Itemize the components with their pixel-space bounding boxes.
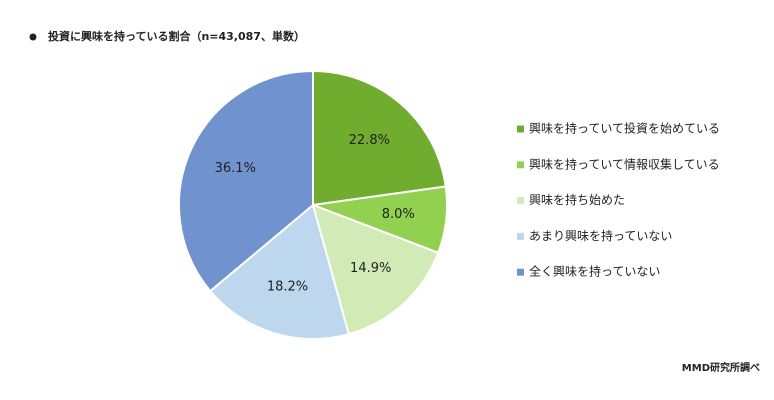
pie-slice <box>311 203 440 336</box>
pie-slice <box>178 69 314 293</box>
legend-label: 興味を持ち始めた <box>529 192 625 207</box>
legend-label: 全く興味を持っていない <box>529 264 660 279</box>
chart-title: 投資に興味を持っている割合（n=43,087、単数） <box>48 29 305 43</box>
legend-label: 興味を持っていて投資を始めている <box>529 121 720 136</box>
pie-slice <box>312 69 447 207</box>
legend-swatch <box>517 125 524 133</box>
legend-label: あまり興味を持っていない <box>529 228 672 243</box>
title-bullet <box>29 33 37 41</box>
pie-slice <box>208 203 350 340</box>
legend-swatch <box>517 268 524 276</box>
legend-swatch <box>517 161 524 169</box>
legend-swatch <box>517 232 524 240</box>
data-label: 22.8% <box>349 133 390 148</box>
data-label: 18.2% <box>267 279 308 294</box>
data-label: 8.0% <box>382 207 415 222</box>
data-label: 36.1% <box>215 161 256 176</box>
source: MMD研究所調べ <box>682 361 760 374</box>
legend-label: 興味を持っていて情報収集している <box>529 156 720 171</box>
data-label: 14.9% <box>350 261 391 276</box>
legend-swatch <box>517 197 524 205</box>
